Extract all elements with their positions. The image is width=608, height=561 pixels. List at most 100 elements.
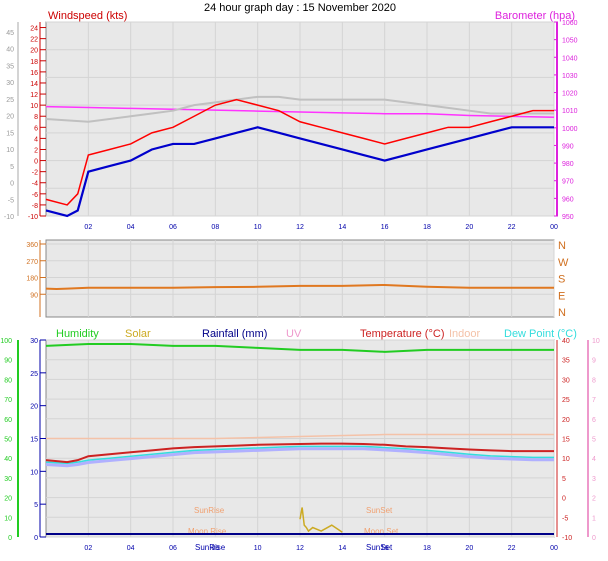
uv-tick-label: 9 xyxy=(592,358,596,365)
indoor-line xyxy=(46,433,554,440)
x-tick-label: 18 xyxy=(423,224,431,231)
temperature-line xyxy=(45,442,554,464)
windspeed-label: Windspeed (kts) xyxy=(48,10,127,22)
wind-gust-line xyxy=(45,98,554,206)
outer-tick-label: 15 xyxy=(6,130,14,137)
wind-tick-label: -8 xyxy=(32,203,38,210)
outer-tick-label: 45 xyxy=(6,30,14,37)
direction-tick-label: 270 xyxy=(26,259,38,266)
uv-tick-label: 1 xyxy=(592,515,596,522)
direction-tick-label: 90 xyxy=(30,292,38,299)
uv-tick-label: 8 xyxy=(592,377,596,384)
x-tick-label: 00 xyxy=(550,224,558,231)
dew-band-line xyxy=(45,447,554,468)
wind-tick-label: 22 xyxy=(30,37,38,44)
wind-tick-label: 14 xyxy=(30,81,38,88)
baro-tick-label: 1040 xyxy=(562,55,578,62)
outer-tick-label: 35 xyxy=(6,63,14,70)
humidity-tick-label: 70 xyxy=(4,397,12,404)
x-tick-label: 06 xyxy=(169,545,177,552)
rain-tick-label: 20 xyxy=(30,404,38,411)
legend-item: Solar xyxy=(125,328,151,340)
temp-tick-label: 5 xyxy=(562,476,566,483)
temp-tick-label: 35 xyxy=(562,358,570,365)
MoonSet-label: Moon Set xyxy=(364,527,399,536)
humidity-tick-label: 90 xyxy=(4,358,12,365)
baro-tick-label: 1030 xyxy=(562,73,578,80)
humidity-tick-label: 0 xyxy=(8,535,12,542)
wind-tick-label: -10 xyxy=(28,214,38,221)
SunRise-bottom-label: SunRise xyxy=(195,543,226,552)
outer-tick-label: 40 xyxy=(6,47,14,54)
humidity-tick-label: 20 xyxy=(4,496,12,503)
SunRise-label: SunRise xyxy=(194,506,225,515)
compass-label: N xyxy=(558,240,566,252)
humidity-tick-label: 60 xyxy=(4,417,12,424)
humidity-tick-label: 40 xyxy=(4,456,12,463)
baro-tick-label: 1000 xyxy=(562,126,578,133)
baro-tick-label: 960 xyxy=(562,196,574,203)
x-tick-label: 06 xyxy=(169,224,177,231)
legend-item: Temperature (°C) xyxy=(360,328,444,340)
outer-tick-label: 30 xyxy=(6,80,14,87)
temp-tick-label: -10 xyxy=(562,535,572,542)
wind-tick-label: 24 xyxy=(30,26,38,33)
x-tick-label: 12 xyxy=(296,545,304,552)
uv-tick-label: 0 xyxy=(592,535,596,542)
wind-tick-label: 20 xyxy=(30,48,38,55)
rain-tick-label: 25 xyxy=(30,371,38,378)
x-tick-label: 10 xyxy=(254,545,262,552)
legend-item: Humidity xyxy=(56,328,99,340)
uv-tick-label: 4 xyxy=(592,456,596,463)
x-tick-label: 20 xyxy=(465,224,473,231)
wind-tick-label: 6 xyxy=(34,125,38,132)
wind-gray-line xyxy=(45,95,554,123)
uv-tick-label: 2 xyxy=(592,496,596,503)
outer-tick-label: 10 xyxy=(6,147,14,154)
baro-tick-label: 1010 xyxy=(562,108,578,115)
x-tick-label: 12 xyxy=(296,224,304,231)
x-tick-label: 20 xyxy=(465,545,473,552)
uv-tick-label: 7 xyxy=(592,397,596,404)
humidity-tick-label: 50 xyxy=(4,437,12,444)
outer-tick-label: -10 xyxy=(4,214,14,221)
x-tick-label: 02 xyxy=(84,224,92,231)
x-tick-label: 02 xyxy=(84,545,92,552)
compass-label: W xyxy=(558,257,569,269)
temp-tick-label: 10 xyxy=(562,456,570,463)
outer-tick-label: 5 xyxy=(10,164,14,171)
wind-tick-label: 10 xyxy=(30,103,38,110)
baro-tick-label: 980 xyxy=(562,161,574,168)
solar-line xyxy=(299,507,343,533)
direction-tick-label: 360 xyxy=(26,242,38,249)
rain-tick-label: 0 xyxy=(34,535,38,542)
x-tick-label: 22 xyxy=(508,224,516,231)
baro-tick-label: 1020 xyxy=(562,91,578,98)
MoonRise-label: Moon Rise xyxy=(188,527,227,536)
temp-tick-label: 20 xyxy=(562,417,570,424)
x-tick-label: 10 xyxy=(254,224,262,231)
uv-tick-label: 10 xyxy=(592,338,600,345)
compass-label: E xyxy=(558,290,565,302)
temp-tick-label: 15 xyxy=(562,437,570,444)
baro-tick-label: 1060 xyxy=(562,20,578,27)
barometer-label: Barometer (hpa) xyxy=(495,10,575,22)
legend-item: Indoor xyxy=(449,328,481,340)
wind-direction-line xyxy=(45,283,554,291)
wind-tick-label: 0 xyxy=(34,159,38,166)
baro-tick-label: 970 xyxy=(562,179,574,186)
SunSet-bottom-label: SunSet xyxy=(366,543,393,552)
humidity-tick-label: 10 xyxy=(4,515,12,522)
x-tick-label: 04 xyxy=(127,224,135,231)
rain-tick-label: 30 xyxy=(30,338,38,345)
outer-tick-label: 20 xyxy=(6,114,14,121)
x-tick-label: 04 xyxy=(127,545,135,552)
legend-item: UV xyxy=(286,328,302,340)
rain-tick-label: 10 xyxy=(30,469,38,476)
wind-tick-label: 2 xyxy=(34,147,38,154)
uv-tick-label: 5 xyxy=(592,437,596,444)
compass-label: S xyxy=(558,274,565,286)
wind-tick-label: -2 xyxy=(32,170,38,177)
rain-tick-label: 15 xyxy=(30,437,38,444)
